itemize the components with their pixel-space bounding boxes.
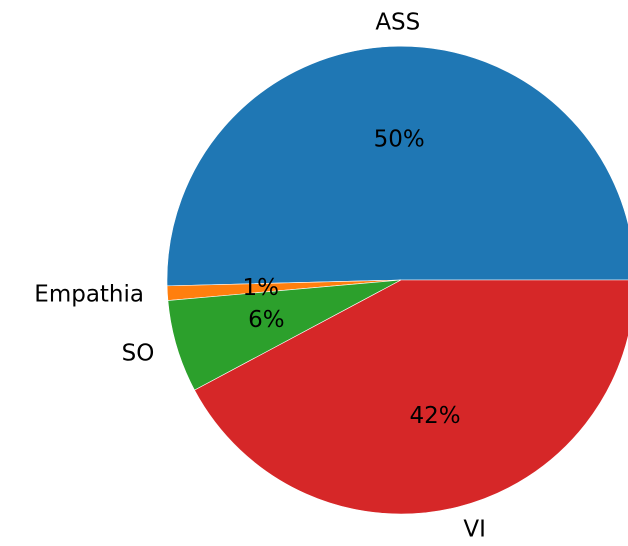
pie-slice-ass	[166, 45, 628, 287]
category-label-empathia: Empathia	[34, 282, 144, 308]
category-label-ass: ASS	[375, 10, 420, 36]
category-label-vi: VI	[463, 517, 486, 543]
percent-labels: 50% 1% 6% 42%	[243, 127, 461, 430]
percent-label-ass: 50%	[374, 127, 425, 153]
pie-slices	[166, 45, 628, 515]
percent-label-so: 6%	[248, 307, 285, 333]
category-labels: ASS Empathia SO VI	[34, 10, 486, 543]
percent-label-empathia: 1%	[243, 275, 280, 301]
percent-label-vi: 42%	[410, 403, 461, 429]
category-label-so: SO	[122, 340, 155, 366]
pie-slice-vi	[194, 279, 628, 515]
